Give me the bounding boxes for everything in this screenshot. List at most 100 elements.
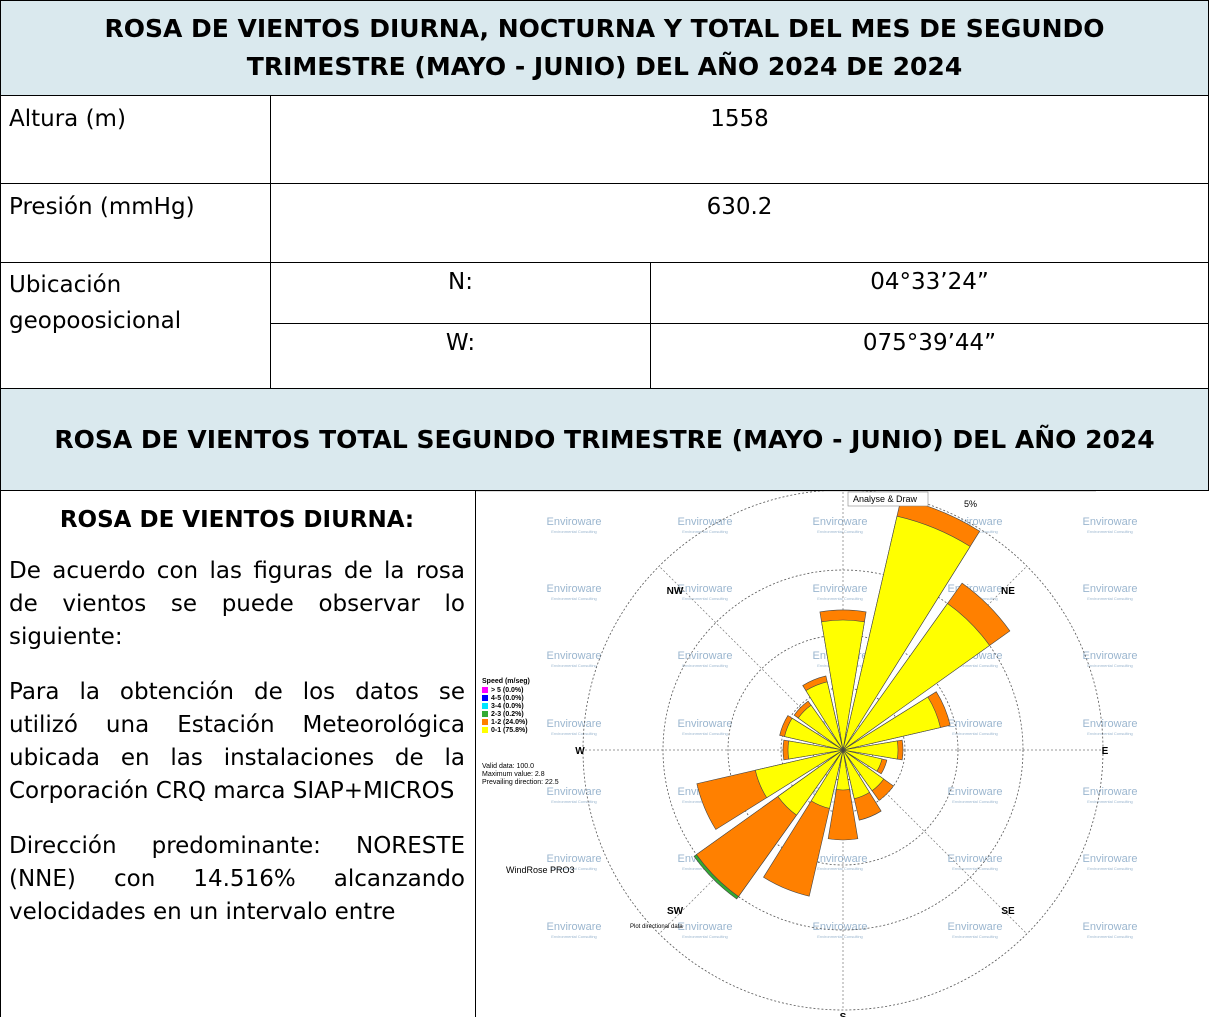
- direction-label: W: [575, 746, 585, 757]
- petal-band: [805, 681, 844, 751]
- legend-swatch: [482, 711, 488, 717]
- watermark-sub: Environmental Consulting: [1087, 866, 1133, 871]
- watermark-sub: Environmental Consulting: [682, 934, 728, 939]
- watermark: Enviroware: [947, 853, 1002, 865]
- ring: [582, 491, 1104, 1011]
- watermark: Enviroware: [546, 853, 601, 865]
- coord-cell: W:: [270, 323, 651, 389]
- watermark: Enviroware: [812, 853, 867, 865]
- legend-label: 4-5 (0.0%): [491, 695, 524, 702]
- coord-label: N:: [448, 269, 473, 295]
- heading: ROSA DE VIENTOS DIURNA:: [59, 507, 415, 533]
- watermark: Enviroware: [812, 516, 867, 528]
- petal-band: [842, 749, 883, 772]
- watermark: Enviroware: [546, 650, 601, 662]
- petal-band: [842, 749, 870, 800]
- legend-title: Speed (m/seg): [482, 678, 530, 685]
- watermark-sub: Environmental Consulting: [952, 866, 998, 871]
- coord-cell: N:: [270, 262, 651, 324]
- value: 1558: [710, 106, 769, 132]
- watermark: Enviroware: [546, 583, 601, 595]
- ring-label: 5%: [964, 499, 977, 509]
- watermark: Enviroware: [677, 583, 732, 595]
- title: ROSA DE VIENTOS DIURNA, NOCTURNA Y TOTAL…: [104, 14, 1105, 81]
- legend-label: 2-3 (0.2%): [491, 711, 524, 718]
- watermark: Enviroware: [947, 718, 1002, 730]
- legend-swatch: [482, 703, 488, 709]
- petal-band: [836, 749, 850, 791]
- section-title: ROSA DE VIENTOS TOTAL SEGUNDO TRIMESTRE …: [54, 424, 1155, 454]
- legend-label: 3-4 (0.0%): [491, 703, 524, 710]
- spoke: [842, 749, 1028, 935]
- watermark: Enviroware: [812, 583, 867, 595]
- paragraph: Para la obtención de los datos se utiliz…: [9, 679, 465, 804]
- coord-label: W:: [445, 330, 476, 356]
- watermark: Enviroware: [546, 786, 601, 798]
- watermark-sub: Environmental Consulting: [1087, 596, 1133, 601]
- watermark-sub: Environmental Consulting: [551, 866, 597, 871]
- watermark-sub: Environmental Consulting: [682, 529, 728, 534]
- petal-band: [842, 696, 941, 751]
- legend-label: 0-1 (75.8%): [491, 727, 528, 734]
- stat: Maximum value: 2.8: [482, 771, 545, 778]
- watermark: Enviroware: [1082, 718, 1137, 730]
- watermark: Enviroware: [1082, 583, 1137, 595]
- petal-band: [842, 515, 971, 751]
- label: Altura (m): [9, 106, 126, 132]
- title-cell: ROSA DE VIENTOS DIURNA, NOCTURNA Y TOTAL…: [0, 0, 1209, 96]
- watermark: Enviroware: [1082, 786, 1137, 798]
- legend-swatch: [482, 687, 488, 693]
- watermark-sub: Environmental Consulting: [952, 663, 998, 668]
- watermark-sub: Environmental Consulting: [682, 663, 728, 668]
- legend-swatch: [482, 719, 488, 725]
- watermark: Enviroware: [677, 718, 732, 730]
- paragraph: Dirección predominante: NORESTE (NNE) co…: [9, 833, 465, 925]
- petal-band: [827, 749, 859, 841]
- value: 630.2: [706, 194, 773, 220]
- label: Presión (mmHg): [9, 194, 195, 220]
- watermark: Enviroware: [1082, 516, 1137, 528]
- watermark-sub: Environmental Consulting: [1087, 799, 1133, 804]
- watermark-sub: Environmental Consulting: [817, 529, 863, 534]
- watermark: Enviroware: [1082, 921, 1137, 933]
- footer-note: Plot directional data: [630, 924, 683, 930]
- watermark-sub: Environmental Consulting: [817, 596, 863, 601]
- petal-band: [777, 749, 844, 816]
- direction-label: S: [840, 1012, 847, 1017]
- watermark: Enviroware: [546, 718, 601, 730]
- direction-label: NE: [1001, 586, 1015, 597]
- watermark-sub: Environmental Consulting: [1087, 663, 1133, 668]
- watermark-sub: Environmental Consulting: [551, 596, 597, 601]
- watermark: Enviroware: [546, 921, 601, 933]
- watermark: Enviroware: [812, 921, 867, 933]
- value-cell: 630.2: [270, 183, 1209, 263]
- watermark: Enviroware: [677, 650, 732, 662]
- direction-label: N: [839, 491, 846, 494]
- legend-label: > 5 (0.0%): [491, 687, 524, 694]
- direction-label: SE: [1001, 906, 1015, 917]
- petal-band: [754, 749, 844, 799]
- watermark-sub: Environmental Consulting: [1087, 731, 1133, 736]
- watermark: Enviroware: [677, 921, 732, 933]
- watermark: Enviroware: [546, 516, 601, 528]
- value-cell: 1558: [270, 95, 1209, 184]
- watermark-sub: Environmental Consulting: [952, 799, 998, 804]
- petal-band: [787, 740, 844, 760]
- watermark-sub: Environmental Consulting: [952, 934, 998, 939]
- watermark: Enviroware: [1082, 650, 1137, 662]
- coord-cell: 04°33’24”: [650, 262, 1209, 324]
- watermark-sub: Environmental Consulting: [1087, 529, 1133, 534]
- petal-band: [821, 619, 865, 751]
- petal-band: [842, 740, 899, 760]
- section-cell: ROSA DE VIENTOS TOTAL SEGUNDO TRIMESTRE …: [0, 388, 1209, 491]
- stat: Valid data: 100.0: [482, 763, 534, 770]
- petal-band: [797, 704, 844, 751]
- watermark-sub: Environmental Consulting: [682, 731, 728, 736]
- petal-band: [842, 603, 990, 751]
- label: Ubicación geopoosicional: [9, 272, 182, 334]
- watermark-sub: Environmental Consulting: [551, 663, 597, 668]
- watermark-sub: Environmental Consulting: [551, 529, 597, 534]
- petal-band: [810, 749, 844, 809]
